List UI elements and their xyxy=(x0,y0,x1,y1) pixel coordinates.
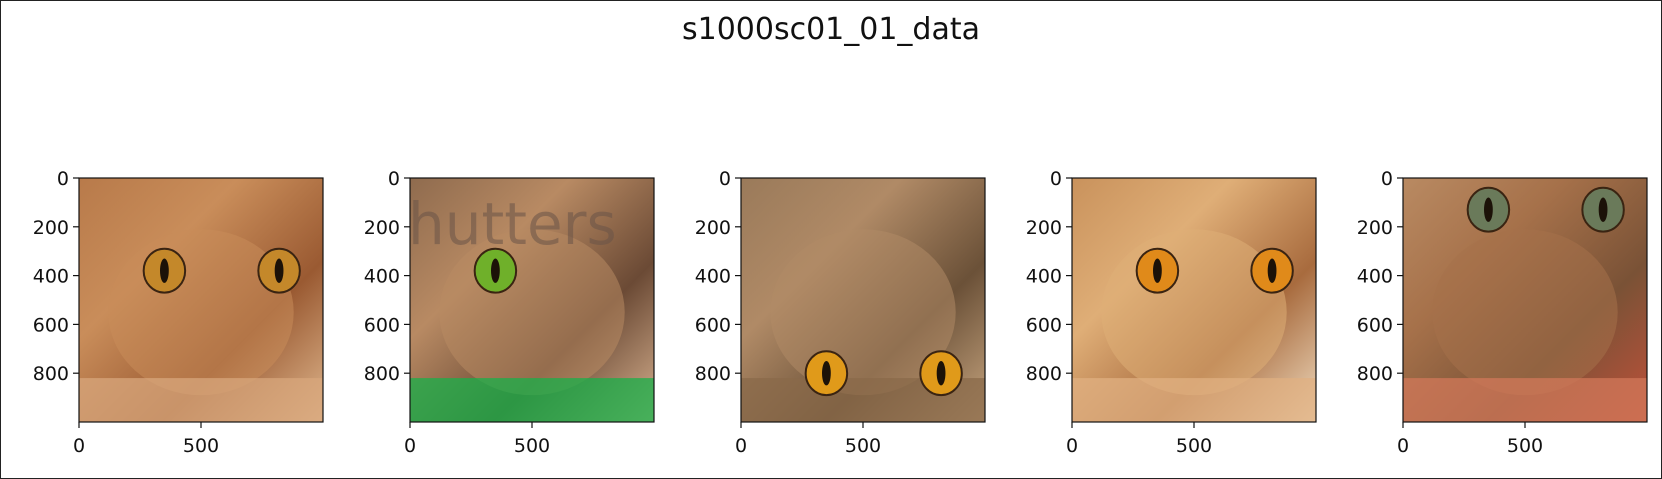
y-tick-label: 600 xyxy=(695,314,731,336)
y-tick-label: 800 xyxy=(1026,363,1062,385)
image-panel-1: 0 200 400 600 800 0 500 xyxy=(33,168,324,457)
cat-pupil xyxy=(1484,197,1493,222)
x-tick-label: 500 xyxy=(183,435,219,457)
image-panel-5: 0 200 400 600 800 0 500 xyxy=(1357,168,1648,457)
x-tick-label: 500 xyxy=(514,435,550,457)
y-tick-label: 0 xyxy=(1381,168,1393,190)
cat-pupil xyxy=(274,258,284,283)
y-tick-label: 600 xyxy=(1026,314,1062,336)
photo-bottom-region xyxy=(79,378,323,422)
y-tick-label: 0 xyxy=(719,168,731,190)
x-tick-label: 500 xyxy=(1507,435,1543,457)
x-tick-label: 0 xyxy=(404,435,416,457)
image-panel-3: 0 200 400 600 800 0 500 xyxy=(695,168,986,457)
y-tick-label: 200 xyxy=(1357,217,1393,239)
x-tick-label: 0 xyxy=(73,435,85,457)
y-tick-label: 800 xyxy=(1357,363,1393,385)
y-tick-label: 200 xyxy=(33,217,69,239)
y-tick-label: 400 xyxy=(33,266,69,288)
figure-title: s1000sc01_01_data xyxy=(681,12,981,47)
y-tick-label: 400 xyxy=(695,266,731,288)
y-tick-label: 200 xyxy=(1026,217,1062,239)
image-panel-2: hutters 0 200 400 600 800 0 500 xyxy=(364,168,655,457)
photo-bottom-region xyxy=(1072,378,1316,422)
photo-bottom-region xyxy=(1403,378,1647,422)
y-tick-label: 800 xyxy=(33,363,69,385)
y-tick-label: 0 xyxy=(57,168,69,190)
cat-pupil xyxy=(1598,197,1608,222)
y-tick-label: 400 xyxy=(1357,266,1393,288)
y-tick-label: 400 xyxy=(364,266,400,288)
y-tick-label: 600 xyxy=(364,314,400,336)
y-tick-label: 600 xyxy=(1357,314,1393,336)
cat-face-shape xyxy=(1432,229,1618,396)
cat-pupil xyxy=(1153,258,1162,283)
y-tick-label: 0 xyxy=(388,168,400,190)
x-tick-label: 0 xyxy=(1397,435,1409,457)
y-tick-label: 800 xyxy=(364,363,400,385)
cat-pupil xyxy=(936,361,946,386)
image-panel-4: 0 200 400 600 800 0 500 xyxy=(1026,168,1317,457)
y-tick-label: 400 xyxy=(1026,266,1062,288)
y-tick-label: 600 xyxy=(33,314,69,336)
x-tick-label: 500 xyxy=(845,435,881,457)
x-tick-label: 0 xyxy=(1066,435,1078,457)
photo-bottom-region xyxy=(410,378,654,422)
y-tick-label: 200 xyxy=(695,217,731,239)
y-tick-label: 0 xyxy=(1050,168,1062,190)
watermark-logo: hutters xyxy=(408,190,617,258)
y-tick-label: 800 xyxy=(695,363,731,385)
cat-pupil xyxy=(491,258,500,283)
x-tick-label: 500 xyxy=(1176,435,1212,457)
cat-pupil xyxy=(1267,258,1277,283)
x-tick-label: 0 xyxy=(735,435,747,457)
y-tick-label: 200 xyxy=(364,217,400,239)
cat-pupil xyxy=(822,361,831,386)
cat-pupil xyxy=(160,258,169,283)
